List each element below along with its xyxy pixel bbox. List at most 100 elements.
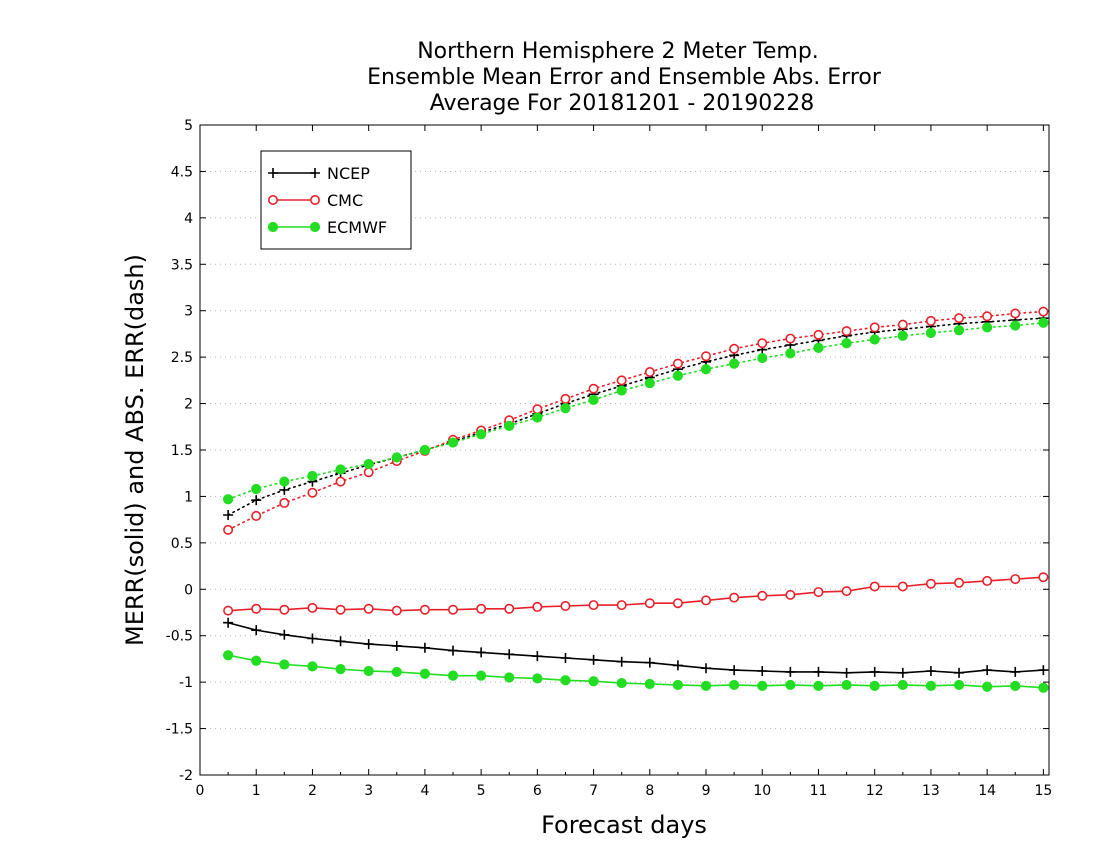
ecmwf-merr-point <box>1010 680 1021 691</box>
cmc-merr-point <box>279 604 290 615</box>
ecmwf-merr-point <box>785 679 796 691</box>
cmc-abs-err-point <box>1010 308 1021 319</box>
ncep-merr-point <box>532 651 543 662</box>
cmc-abs-err-point <box>279 497 290 508</box>
x-tick-label: 9 <box>702 783 711 799</box>
ecmwf-merr-point <box>672 679 684 691</box>
x-tick-label: 8 <box>645 783 654 799</box>
ecmwf-abs-err-line <box>227 321 1045 501</box>
ncep-merr-point <box>672 660 683 671</box>
legend-marker <box>268 168 278 178</box>
x-tick-label: 15 <box>1034 783 1052 799</box>
ecmwf-merr-point <box>391 666 402 678</box>
ncep-merr-point <box>982 665 993 676</box>
cmc-abs-err-point <box>307 487 318 498</box>
cmc-merr-point <box>813 587 824 598</box>
ecmwf-merr-point <box>279 659 290 670</box>
y-axis: -2 -1.5 -1 -0.5 0 0.5 1 1.5 2 2.5 3 3.5 4 4.5 5 <box>166 118 1049 784</box>
ncep-merr-point <box>307 633 318 644</box>
cmc-merr-point <box>1038 572 1049 583</box>
ecmwf-merr-point <box>813 680 824 691</box>
ncep-merr-point <box>223 617 234 628</box>
chart-title: Northern Hemisphere 2 Meter Temp. Ensemb… <box>367 39 882 116</box>
cmc-merr-point <box>1010 574 1021 585</box>
cmc-abs-err-point <box>588 383 599 394</box>
ecmwf-abs-err-point <box>504 420 515 431</box>
cmc-abs-err-point <box>532 404 543 415</box>
ncep-merr-point <box>757 666 768 676</box>
ncep-merr-point <box>813 666 824 677</box>
x-tick-label: 12 <box>866 783 884 799</box>
ecmwf-abs-err-point <box>335 464 346 475</box>
ecmwf-merr-point <box>729 679 740 691</box>
ncep-merr-point <box>897 667 908 678</box>
x-axis-label: Forecast days <box>541 811 707 839</box>
ncep-merr-point <box>448 645 459 656</box>
y-tick-label: 3.5 <box>171 257 193 273</box>
legend-label: NCEP <box>327 164 370 183</box>
y-tick-label: 0 <box>184 582 193 598</box>
cmc-merr-point <box>729 592 740 603</box>
ncep-merr-point <box>644 657 655 668</box>
y-tick-label: 4.5 <box>171 164 193 180</box>
cmc-abs-err-point <box>757 338 768 349</box>
cmc-merr-point <box>616 600 627 611</box>
ecmwf-merr-point <box>616 677 627 689</box>
y-tick-label: 4 <box>184 211 193 227</box>
y-tick-label: -1 <box>179 675 193 691</box>
ecmwf-merr-point <box>532 673 543 684</box>
ecmwf-abs-err-point <box>813 342 824 353</box>
ecmwf-merr-point <box>925 680 937 691</box>
legend-item-ncep: NCEP <box>268 164 370 183</box>
ncep-merr-point <box>560 653 571 663</box>
ecmwf-merr-point <box>982 681 993 692</box>
ecmwf-abs-err-point <box>757 352 768 364</box>
ecmwf-merr-point <box>560 675 571 686</box>
ncep-merr-point <box>954 667 965 678</box>
cmc-merr-point <box>560 600 571 611</box>
cmc-abs-err-point <box>954 313 965 324</box>
cmc-merr-point <box>448 604 459 615</box>
cmc-abs-err-point <box>223 524 234 535</box>
ecmwf-abs-err-point <box>729 358 740 369</box>
cmc-abs-err-point <box>785 333 796 344</box>
legend-marker <box>309 221 321 233</box>
cmc-merr-point <box>419 604 430 615</box>
series-ncep <box>223 313 1049 678</box>
ecmwf-abs-err-point <box>897 330 908 341</box>
ecmwf-merr-point <box>419 668 431 679</box>
ncep-merr-point <box>701 663 712 674</box>
cmc-merr-point <box>982 575 993 586</box>
ncep-merr-point <box>363 639 374 650</box>
ncep-merr-point <box>1010 666 1021 677</box>
cmc-abs-err-point <box>335 476 346 487</box>
cmc-merr-point <box>588 600 599 611</box>
y-tick-label: -0.5 <box>166 629 193 645</box>
ecmwf-abs-err-point <box>307 470 318 482</box>
ecmwf-merr-point <box>869 680 880 691</box>
x-tick-label: 1 <box>252 783 261 799</box>
ecmwf-abs-err-point <box>841 338 852 349</box>
y-tick-label: 3 <box>184 304 193 320</box>
x-tick-label: 7 <box>589 783 598 799</box>
y-tick-label: 2 <box>184 397 193 413</box>
ecmwf-abs-err-point <box>982 322 993 333</box>
y-axis-label: MERR(solid) and ABS. ERR(dash) <box>121 254 149 646</box>
ncep-merr-point <box>729 665 740 676</box>
ecmwf-merr-point <box>476 670 487 681</box>
series-cmc <box>223 306 1049 616</box>
ncep-merr-point <box>391 640 402 651</box>
cmc-merr-point <box>532 601 543 612</box>
title-line-2: Ensemble Mean Error and Ensemble Abs. Er… <box>367 65 882 90</box>
y-tick-label: 1.5 <box>171 443 193 459</box>
ncep-merr-point <box>616 656 627 667</box>
title-line-1: Northern Hemisphere 2 Meter Temp. <box>417 39 819 64</box>
cmc-abs-err-point <box>813 329 824 340</box>
ecmwf-merr-point <box>251 655 262 666</box>
ecmwf-abs-err-point <box>1038 317 1049 328</box>
legend-marker <box>310 168 320 178</box>
ecmwf-merr-point <box>335 664 346 675</box>
ecmwf-abs-err-point <box>785 348 796 359</box>
y-tick-label: 5 <box>184 118 193 134</box>
